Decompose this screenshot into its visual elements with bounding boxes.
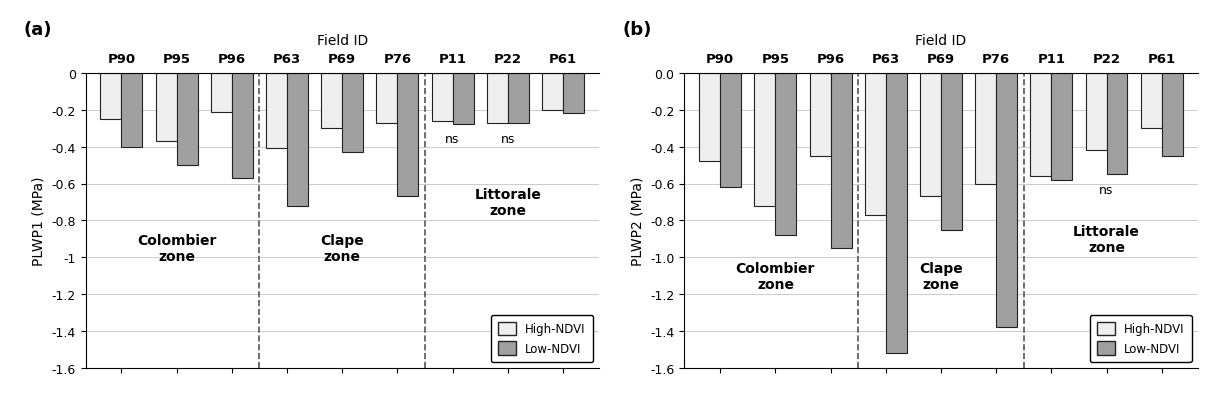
Text: ns: ns [445, 133, 459, 146]
Bar [920, 74, 941, 197]
Text: (a): (a) [24, 20, 53, 38]
Bar [865, 74, 886, 215]
Bar [810, 74, 831, 156]
Text: Littorale
zone: Littorale zone [474, 187, 541, 218]
Bar [1030, 74, 1051, 177]
Y-axis label: PLWP2 (MPa): PLWP2 (MPa) [631, 176, 644, 265]
Bar [1106, 74, 1128, 175]
Bar [776, 74, 797, 236]
Bar [975, 74, 996, 184]
Bar [321, 74, 342, 129]
Bar [100, 74, 121, 120]
Bar [996, 74, 1017, 328]
Bar [232, 74, 253, 178]
Bar [941, 74, 962, 230]
Legend: High-NDVI, Low-NDVI: High-NDVI, Low-NDVI [491, 315, 593, 362]
Bar [155, 74, 177, 142]
Bar [1162, 74, 1183, 156]
Bar [507, 74, 529, 124]
Text: ns: ns [501, 133, 514, 146]
Bar [1140, 74, 1162, 129]
Bar [342, 74, 363, 153]
Text: Clape
zone: Clape zone [919, 261, 963, 291]
Bar [121, 74, 143, 147]
Bar [1051, 74, 1072, 180]
Bar [287, 74, 308, 206]
X-axis label: Field ID: Field ID [316, 34, 368, 48]
Y-axis label: PLWP1 (MPa): PLWP1 (MPa) [32, 176, 45, 265]
Text: (b): (b) [623, 20, 653, 38]
Text: Colombier
zone: Colombier zone [137, 234, 216, 263]
Bar [397, 74, 418, 197]
Bar [831, 74, 852, 248]
Bar [1085, 74, 1106, 151]
Bar [376, 74, 397, 124]
Bar [541, 74, 563, 110]
Bar [886, 74, 907, 353]
Text: ns: ns [1100, 184, 1113, 197]
Bar [211, 74, 232, 112]
Bar [452, 74, 473, 125]
Bar [720, 74, 742, 188]
Bar [177, 74, 198, 166]
X-axis label: Field ID: Field ID [915, 34, 967, 48]
Bar [486, 74, 507, 124]
Text: Littorale
zone: Littorale zone [1073, 224, 1140, 254]
Bar [266, 74, 287, 149]
Bar [431, 74, 452, 121]
Text: Clape
zone: Clape zone [320, 234, 364, 263]
Legend: High-NDVI, Low-NDVI: High-NDVI, Low-NDVI [1090, 315, 1191, 362]
Bar [563, 74, 584, 114]
Text: Colombier
zone: Colombier zone [736, 261, 815, 291]
Bar [699, 74, 720, 162]
Bar [754, 74, 776, 206]
